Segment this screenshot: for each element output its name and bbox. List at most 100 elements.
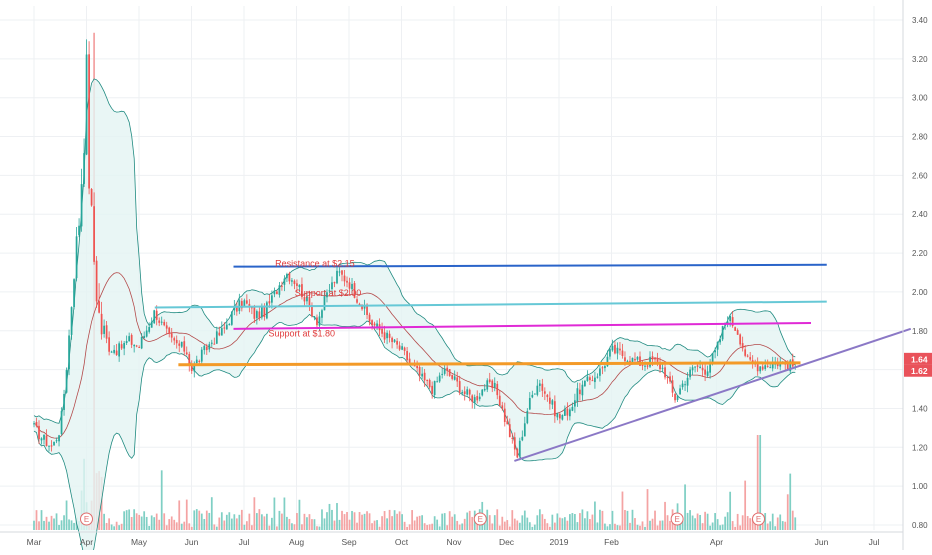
orange-line[interactable] [178, 361, 801, 367]
candle-body [193, 363, 196, 372]
candle [503, 402, 506, 427]
volume-bar [168, 519, 171, 530]
volume-bar [203, 518, 206, 530]
candle-body [659, 362, 661, 370]
volume-bar [423, 523, 426, 530]
volume-bar [178, 500, 181, 530]
candle [200, 346, 203, 366]
candle-body [125, 341, 128, 344]
volume-bar [493, 515, 496, 530]
earnings-circle[interactable] [80, 512, 93, 526]
candle-body [456, 377, 459, 382]
candle [421, 367, 424, 379]
drawn-lines[interactable] [154, 263, 912, 462]
candle-body [180, 341, 183, 347]
candle-body [281, 285, 283, 287]
candle-body [744, 349, 747, 356]
x-tick-label: Jun [185, 537, 199, 547]
earnings-circle[interactable] [670, 512, 684, 526]
candle-body [561, 415, 564, 420]
candle-body [95, 260, 98, 302]
candle [669, 371, 671, 384]
volume-bar [681, 521, 684, 530]
candle [58, 434, 60, 447]
y-tick-label: 3.00 [912, 94, 928, 103]
earnings-marker[interactable]: E [80, 512, 93, 526]
volume-bar [115, 521, 118, 530]
candle-body [263, 306, 266, 318]
candle-body [558, 414, 561, 419]
volume-bar [686, 512, 689, 530]
volume-bar [195, 509, 198, 530]
magenta-line[interactable] [233, 322, 812, 330]
candle-body [210, 342, 213, 344]
candle-body [471, 395, 474, 402]
volume-bar [235, 518, 238, 530]
volume-bar [606, 526, 609, 530]
volume-bar [60, 520, 63, 530]
earnings-marker[interactable]: E [670, 512, 684, 526]
candle-body [679, 388, 681, 395]
volume-bar [291, 523, 293, 530]
volume-bar [744, 480, 747, 530]
candle [619, 341, 621, 355]
volume-bar [135, 513, 138, 530]
candle [120, 340, 123, 350]
volume-bar [113, 526, 116, 530]
candle [458, 375, 461, 396]
candle [476, 390, 479, 404]
volume-bar [336, 503, 338, 530]
volume-bar [328, 503, 331, 530]
candle-body [323, 296, 326, 311]
candle-body [133, 344, 136, 347]
candle [108, 331, 110, 356]
volume-bar [361, 514, 363, 530]
candle-body [230, 311, 233, 325]
candle-body [331, 282, 333, 290]
trendline-line[interactable] [514, 327, 912, 462]
candle-body [53, 441, 55, 446]
candle [40, 437, 43, 445]
volume-bar [468, 510, 471, 530]
candle [55, 437, 58, 444]
candle-body [719, 339, 722, 343]
candle-body [586, 376, 589, 381]
volume-bar [756, 435, 759, 530]
candle [205, 343, 208, 355]
resistance-line[interactable] [233, 263, 827, 268]
volume-bar [426, 524, 429, 530]
volume-bar [218, 517, 221, 530]
candle [471, 394, 474, 409]
volume-bar [240, 509, 243, 530]
candle [140, 332, 143, 350]
candle-body [401, 346, 403, 350]
volume-bar [711, 522, 714, 530]
candle-body [506, 421, 509, 425]
volume-bar [669, 520, 671, 530]
candle [461, 389, 464, 396]
volume-bar [273, 497, 276, 530]
candle [328, 284, 331, 294]
volume-bar [634, 518, 636, 530]
candle [451, 374, 454, 381]
volume-bar [118, 525, 121, 530]
earnings-marker[interactable]: E [752, 512, 765, 526]
candle [528, 392, 531, 411]
volume-bar [619, 525, 621, 530]
candle-body [749, 357, 752, 360]
candle-body [220, 328, 223, 336]
volume-bar [746, 516, 749, 530]
candle-body [646, 365, 649, 367]
candle-body [296, 283, 298, 286]
candle [235, 301, 238, 316]
volume-bar [228, 512, 231, 530]
candle-body [215, 331, 218, 344]
earnings-circle[interactable] [752, 512, 765, 526]
candle-body [383, 332, 386, 340]
candle [741, 336, 744, 352]
earnings-circle[interactable] [473, 512, 487, 526]
light-blue-line[interactable] [154, 300, 827, 309]
earnings-marker[interactable]: E [473, 512, 487, 526]
